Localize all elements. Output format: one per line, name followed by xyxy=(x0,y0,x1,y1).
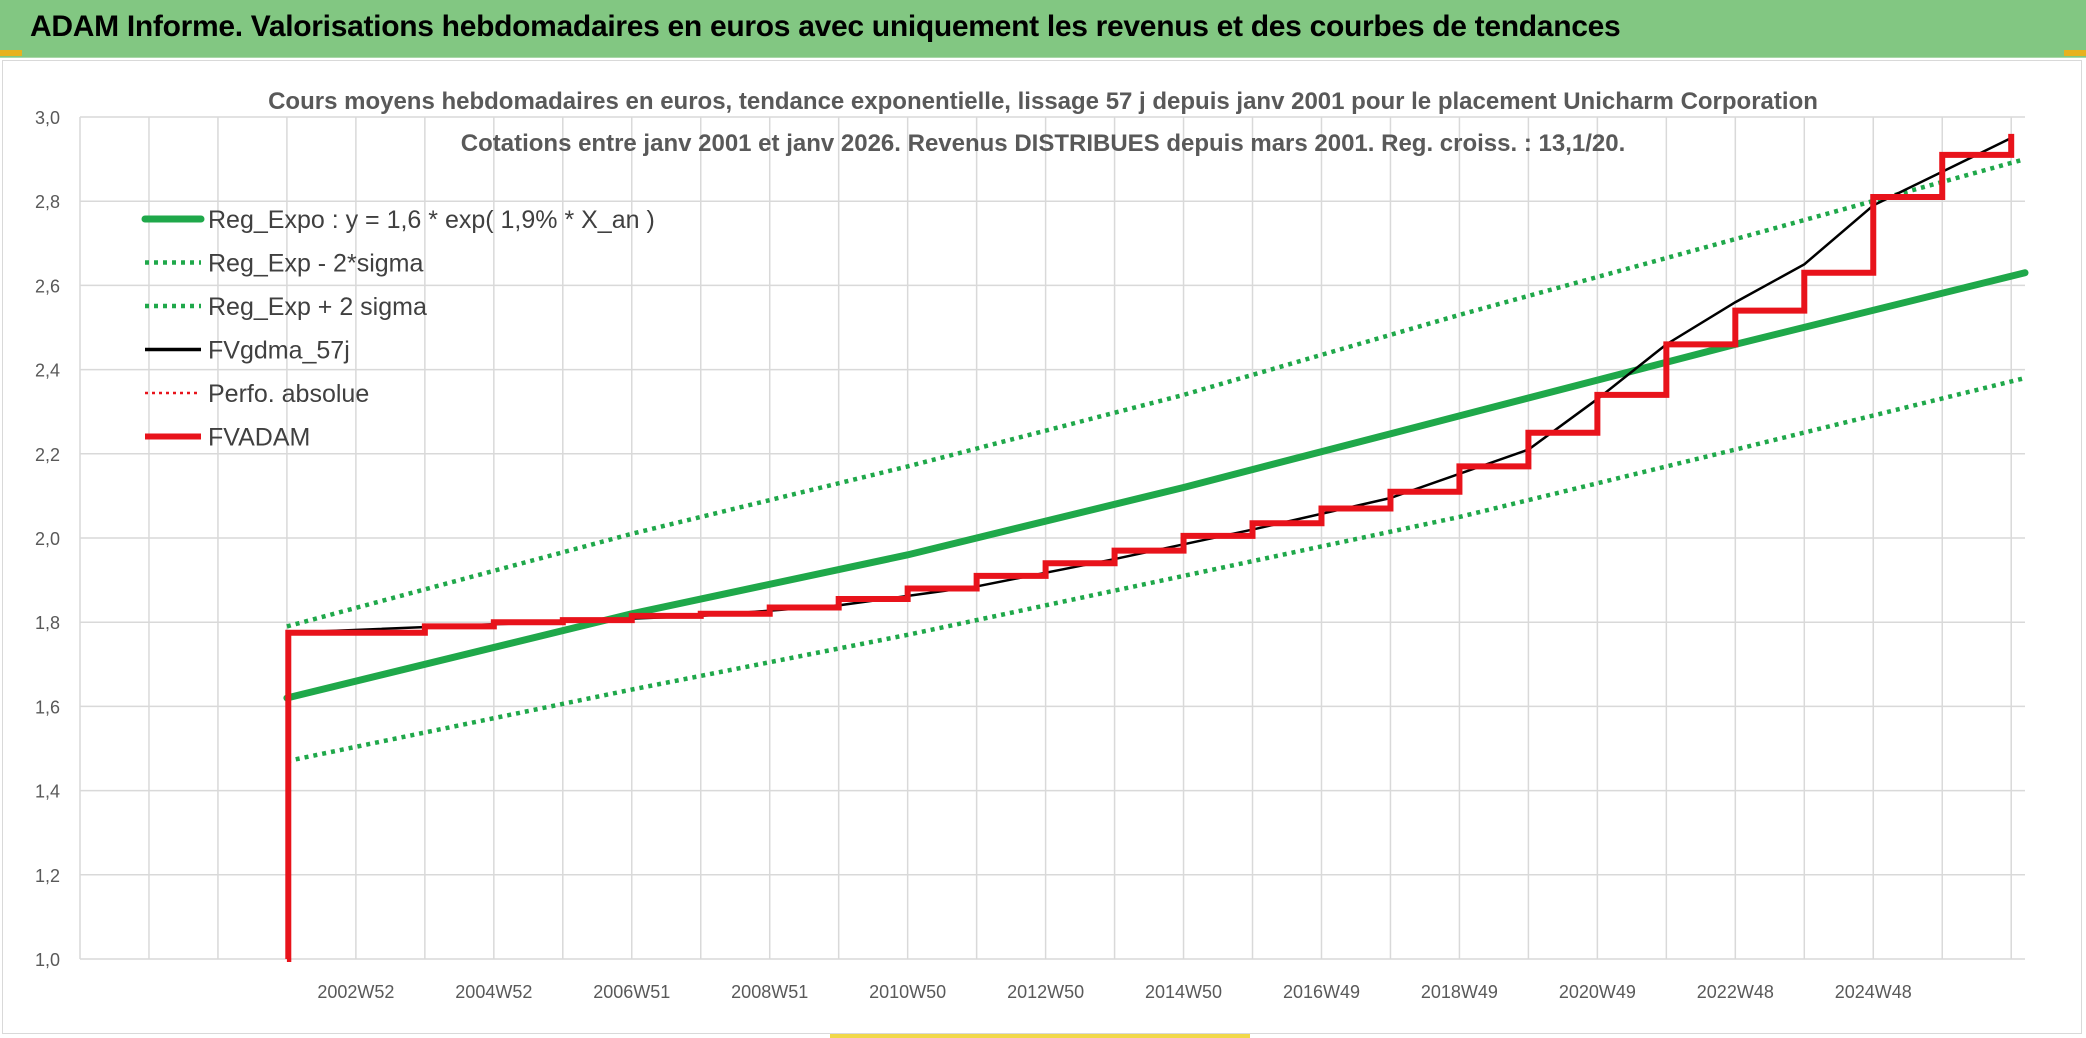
series-line-2 xyxy=(286,375,2026,764)
x-tick-label: 2002W52 xyxy=(317,982,394,1002)
corner-mark-left xyxy=(0,50,22,56)
y-tick-label: 1,0 xyxy=(35,950,60,970)
report-banner: ADAM Informe. Valorisations hebdomadaire… xyxy=(0,0,2086,58)
x-tick-label: 2022W48 xyxy=(1697,982,1774,1002)
x-tick-label: 2008W51 xyxy=(731,982,808,1002)
y-tick-label: 1,4 xyxy=(35,782,60,802)
legend-label-6: FVADAM xyxy=(208,424,310,452)
series-line-6 xyxy=(285,133,2015,962)
y-tick-label: 2,4 xyxy=(35,361,60,381)
chart-legend: Reg_Expo : y = 1,6 * exp( 1,9% * X_an ) R… xyxy=(141,206,655,452)
x-tick-label: 2004W52 xyxy=(455,982,532,1002)
y-tick-label: 2,8 xyxy=(35,192,60,212)
series-line-1 xyxy=(283,269,2029,702)
corner-mark-right xyxy=(2064,50,2086,56)
x-tick-label: 2006W51 xyxy=(593,982,670,1002)
y-tick-label: 3,0 xyxy=(35,108,60,128)
chart-series xyxy=(283,133,2029,962)
report-title: ADAM Informe. Valorisations hebdomadaire… xyxy=(30,10,1621,43)
x-tick-label: 2024W48 xyxy=(1835,982,1912,1002)
x-tick-label: 2018W49 xyxy=(1421,982,1498,1002)
bottom-highlight xyxy=(830,1034,1250,1038)
legend-label-4: FVgdma_57j xyxy=(208,337,350,365)
legend-label-3: Reg_Exp + 2 sigma xyxy=(208,293,427,321)
x-tick-label: 2010W50 xyxy=(869,982,946,1002)
legend-label-5: Perfo. absolue xyxy=(208,380,369,408)
chart-title-line-2: Cotations entre janv 2001 et janv 2026. … xyxy=(461,130,1626,157)
y-tick-label: 1,8 xyxy=(35,613,60,633)
y-tick-label: 2,6 xyxy=(35,276,60,296)
y-tick-label: 1,2 xyxy=(35,866,60,886)
y-axis-ticks: 1,0 1,2 1,4 1,6 1,8 2,0 2,2 2,4 2,6 2,8 3,0 xyxy=(35,108,60,970)
x-tick-label: 2014W50 xyxy=(1145,982,1222,1002)
x-tick-label: 2020W49 xyxy=(1559,982,1636,1002)
chart-title-block: Cours moyens hebdomadaires en euros, ten… xyxy=(268,88,1818,157)
x-tick-label: 2016W49 xyxy=(1283,982,1360,1002)
chart-grid xyxy=(79,116,2025,960)
legend-label-1: Reg_Expo : y = 1,6 * exp( 1,9% * X_an ) xyxy=(208,206,655,234)
y-tick-label: 1,6 xyxy=(35,697,60,717)
y-tick-label: 2,2 xyxy=(35,445,60,465)
chart-title-line-1: Cours moyens hebdomadaires en euros, ten… xyxy=(268,88,1818,115)
legend-label-2: Reg_Exp - 2*sigma xyxy=(208,250,423,278)
x-tick-label: 2012W50 xyxy=(1007,982,1084,1002)
y-tick-label: 2,0 xyxy=(35,529,60,549)
x-axis-ticks: 2002W52 2004W52 2006W51 2008W51 2010W50 2012W… xyxy=(317,982,1911,1002)
